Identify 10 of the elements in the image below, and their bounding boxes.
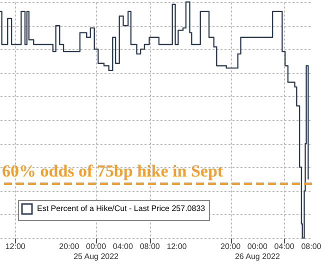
x-tick-label: 08:00 [140, 242, 160, 251]
x-tick-label: 04:00 [112, 242, 134, 251]
x-tick-label: 04:00 [274, 242, 295, 251]
x-tick-label: 12:00 [5, 242, 26, 251]
ref-line-label: 60% odds of 75bp hike in Sept [2, 162, 224, 181]
x-tick-label: 20:00 [220, 242, 242, 251]
x-tick-label: 08:00 [301, 242, 322, 251]
x-tick-label: 12:00 [166, 242, 188, 251]
x-tick-label: 20:00 [59, 242, 80, 251]
legend-label: Est Percent of a Hike/Cut - Last Price 257.0833 [37, 204, 206, 213]
